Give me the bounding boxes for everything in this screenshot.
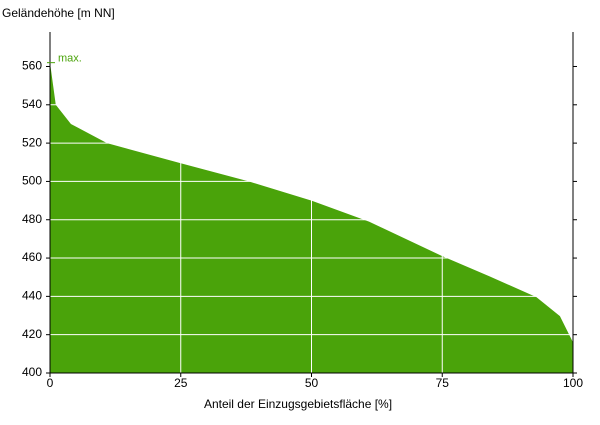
y-tick-label: 460: [22, 250, 42, 264]
x-tick-label: 0: [47, 376, 54, 390]
x-axis-title: Anteil der Einzugsgebietsfläche [%]: [204, 397, 392, 411]
x-tick-label: 100: [563, 376, 583, 390]
y-tick-label: 440: [22, 289, 42, 303]
y-tick-label: 540: [22, 97, 42, 111]
x-tick-label: 25: [174, 376, 188, 390]
x-tick-label: 50: [305, 376, 319, 390]
y-tick-label: 420: [22, 327, 42, 341]
y-tick-label: 520: [22, 135, 42, 149]
y-tick-label: 400: [22, 365, 42, 379]
x-tick-label: 75: [436, 376, 450, 390]
max-label: max.: [58, 53, 82, 65]
y-tick-label: 500: [22, 174, 42, 188]
y-tick-label: 480: [22, 212, 42, 226]
y-tick-label: 560: [22, 59, 42, 73]
y-axis-title: Geländehöhe [m NN]: [2, 6, 115, 20]
